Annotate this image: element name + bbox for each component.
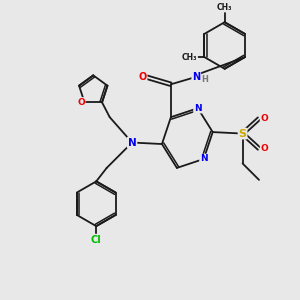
Text: N: N — [128, 137, 136, 148]
Text: S: S — [238, 129, 247, 139]
Text: N: N — [200, 154, 208, 164]
Text: O: O — [260, 114, 268, 123]
Text: O: O — [138, 72, 147, 82]
Text: CH₃: CH₃ — [217, 3, 233, 12]
Text: Cl: Cl — [91, 235, 102, 244]
Text: N: N — [192, 72, 200, 82]
Text: O: O — [77, 98, 85, 107]
Text: N: N — [194, 104, 202, 113]
Text: CH₃: CH₃ — [182, 52, 197, 62]
Text: O: O — [260, 144, 268, 153]
Text: H: H — [201, 75, 208, 84]
